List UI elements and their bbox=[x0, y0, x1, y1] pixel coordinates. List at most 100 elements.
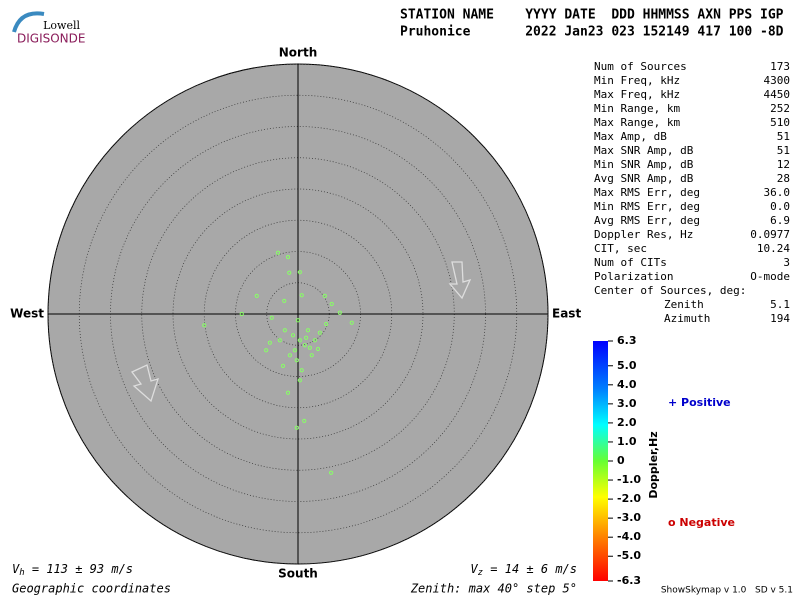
colorbar-tick-label: -5.0 bbox=[617, 549, 641, 562]
source-point bbox=[202, 323, 207, 328]
source-point bbox=[285, 255, 291, 260]
vh-text: = 113 ± 93 m/s bbox=[25, 562, 133, 576]
stat-label: Max SNR Amp, dB bbox=[594, 144, 694, 157]
source-point bbox=[329, 470, 334, 475]
source-point bbox=[304, 335, 309, 340]
vz-text: = 14 ± 6 m/s bbox=[483, 562, 577, 576]
arrow bbox=[448, 261, 472, 300]
stat-value: 0.0977 bbox=[750, 228, 790, 241]
colorbar-tick-label: 1.0 bbox=[617, 435, 637, 448]
source-point bbox=[239, 311, 244, 317]
source-point bbox=[309, 353, 314, 358]
source-point bbox=[297, 270, 302, 275]
source-point bbox=[282, 328, 287, 333]
stat-label: Min Freq, kHz bbox=[594, 74, 680, 87]
stat-label: Min RMS Err, deg bbox=[594, 200, 700, 213]
source-point bbox=[292, 348, 297, 353]
stat-label: Num of CITs bbox=[594, 256, 667, 269]
stat-label: Min SNR Amp, dB bbox=[594, 158, 694, 171]
source-point bbox=[269, 315, 274, 320]
source-point bbox=[317, 330, 322, 335]
stat-value: 3 bbox=[783, 256, 790, 269]
vh: Vh = 113 ± 93 m/s bbox=[12, 562, 133, 578]
stat-label: CIT, sec bbox=[594, 242, 647, 255]
source-point bbox=[264, 348, 269, 353]
source-point bbox=[302, 343, 307, 348]
source-point bbox=[322, 293, 327, 298]
header-line: STATION NAME YYYY DATE DDD HHMMSS AXN PP… bbox=[400, 8, 784, 23]
arrow bbox=[130, 364, 159, 403]
source-point bbox=[290, 333, 296, 338]
colorbar-tick-label: -4.0 bbox=[617, 530, 641, 543]
colorbar-tick-label: 0 bbox=[617, 454, 625, 467]
source-point bbox=[315, 346, 321, 352]
stat-label: Min Range, km bbox=[594, 102, 680, 115]
colorbar-tick-label: 3.0 bbox=[617, 397, 637, 410]
stat-label: Zenith bbox=[664, 298, 704, 311]
colorbar bbox=[593, 341, 608, 581]
direction-label: East bbox=[552, 307, 581, 321]
colorbar-tick-label: 4.0 bbox=[617, 378, 637, 391]
colorbar-tick-label: -6.3 bbox=[617, 574, 641, 587]
direction-label: West bbox=[10, 307, 44, 321]
vz-sub: z bbox=[478, 568, 483, 578]
source-point bbox=[299, 368, 304, 373]
source-point bbox=[282, 298, 287, 303]
source-point bbox=[324, 321, 329, 327]
stat-value: 5.1 bbox=[770, 298, 790, 311]
stat-value: 12 bbox=[777, 158, 790, 171]
direction-label: North bbox=[279, 46, 317, 60]
source-point bbox=[299, 293, 304, 298]
source-point bbox=[302, 418, 307, 423]
stat-value: O-mode bbox=[750, 270, 790, 283]
credits: ShowSkymap v 1.0 SD v 5.1 bbox=[661, 586, 793, 596]
legend-negative: o Negative bbox=[668, 516, 735, 529]
source-point bbox=[297, 378, 302, 383]
source-point bbox=[287, 270, 292, 275]
source-point bbox=[329, 301, 334, 307]
source-point bbox=[285, 390, 291, 395]
coords: Geographic coordinates bbox=[12, 582, 171, 596]
source-point bbox=[295, 318, 301, 323]
source-point bbox=[275, 250, 281, 255]
stat-value: 252 bbox=[770, 102, 790, 115]
vz: Vz = 14 ± 6 m/s bbox=[470, 562, 577, 578]
stat-label: Num of Sources bbox=[594, 60, 687, 73]
source-point bbox=[287, 353, 292, 358]
stat-value: 0.0 bbox=[770, 200, 790, 213]
stat-value: 510 bbox=[770, 116, 790, 129]
stat-title: Center of Sources, deg: bbox=[594, 284, 746, 297]
stat-value: 4300 bbox=[764, 74, 791, 87]
zenith-info: Zenith: max 40° step 5° bbox=[410, 582, 577, 596]
header-line: Pruhonice 2022 Jan23 023 152149 417 100 … bbox=[400, 25, 784, 40]
colorbar-tick-label: 6.3 bbox=[617, 334, 637, 347]
stat-label: Max Amp, dB bbox=[594, 130, 667, 143]
source-point bbox=[349, 320, 354, 325]
source-point bbox=[337, 310, 342, 315]
stat-value: 4450 bbox=[764, 88, 791, 101]
stat-label: Max RMS Err, deg bbox=[594, 186, 700, 199]
stat-label: Avg RMS Err, deg bbox=[594, 214, 700, 227]
stat-label: Max Range, km bbox=[594, 116, 680, 129]
stat-label: Avg SNR Amp, dB bbox=[594, 172, 694, 185]
logo-top: Lowell bbox=[43, 19, 80, 32]
stat-value: 6.9 bbox=[770, 214, 790, 227]
legend-positive: + Positive bbox=[668, 396, 731, 409]
source-point bbox=[277, 338, 282, 343]
stat-value: 51 bbox=[777, 130, 790, 143]
source-point bbox=[267, 340, 272, 345]
vz-symbol: V bbox=[470, 562, 478, 576]
colorbar-tick-label: 5.0 bbox=[617, 359, 637, 372]
direction-label: South bbox=[278, 567, 318, 581]
source-point bbox=[297, 338, 302, 343]
source-point bbox=[280, 363, 286, 368]
colorbar-tick-label: -1.0 bbox=[617, 473, 641, 486]
colorbar-tick-label: 2.0 bbox=[617, 416, 637, 429]
vh-symbol: V bbox=[12, 562, 20, 576]
logo-bottom: DIGISONDE bbox=[17, 32, 85, 46]
stat-label: Azimuth bbox=[664, 312, 710, 325]
source-point bbox=[294, 425, 299, 430]
stat-value: 36.0 bbox=[764, 186, 791, 199]
colorbar-tick-label: -3.0 bbox=[617, 511, 641, 524]
